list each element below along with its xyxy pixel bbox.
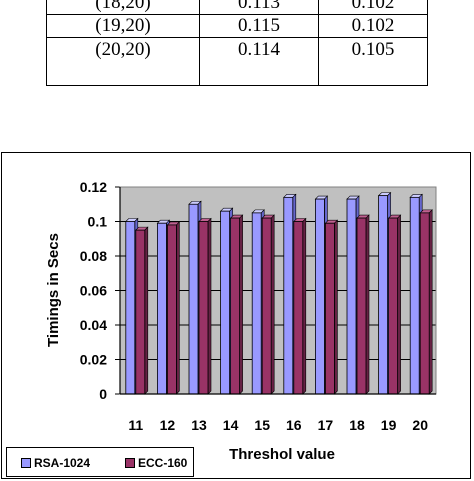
x-tick-label: 11 bbox=[128, 417, 143, 433]
x-tick-label: 19 bbox=[381, 417, 397, 433]
bar-rsa-1024 bbox=[314, 198, 325, 395]
bar-ecc-160 bbox=[293, 221, 304, 395]
legend-label-rsa: RSA-1024 bbox=[34, 456, 91, 470]
bar-rsa-1024 bbox=[220, 210, 231, 395]
x-tick-label: 13 bbox=[191, 417, 207, 433]
bar-rsa-1024 bbox=[378, 195, 389, 395]
bar-ecc-160 bbox=[135, 229, 146, 395]
bar-ecc-160 bbox=[324, 222, 335, 395]
table-cell-threshold: (20,20) bbox=[46, 37, 200, 86]
y-tick-label: 0.04 bbox=[80, 317, 107, 333]
bar-ecc-160 bbox=[419, 212, 430, 395]
y-tick-label: 0.06 bbox=[80, 283, 107, 299]
bar-rsa-1024 bbox=[251, 212, 262, 395]
table-cell-ecc: 0.105 bbox=[318, 37, 428, 86]
bar-side bbox=[207, 217, 212, 395]
table-cell-rsa: 0.114 bbox=[199, 37, 319, 86]
x-tick-label: 12 bbox=[160, 417, 176, 433]
bar-side bbox=[428, 209, 433, 395]
bar-rsa-1024 bbox=[125, 221, 136, 395]
legend-swatch-ecc bbox=[125, 458, 135, 468]
bar-ecc-160 bbox=[198, 221, 209, 395]
y-tick-label: 0.12 bbox=[80, 179, 107, 195]
y-tick-label: 0.02 bbox=[80, 352, 107, 368]
bar-side bbox=[334, 219, 338, 395]
y-tick-label: 0.1 bbox=[88, 214, 108, 230]
bar-side bbox=[176, 221, 180, 395]
bar-rsa-1024 bbox=[188, 203, 199, 395]
table-cell-rsa: 0.115 bbox=[199, 14, 319, 38]
bar-ecc-160 bbox=[356, 217, 367, 395]
legend-label-ecc: ECC-160 bbox=[138, 456, 188, 470]
bar-side bbox=[365, 214, 370, 395]
bar-ecc-160 bbox=[230, 217, 241, 395]
legend-item-rsa: RSA-1024 bbox=[21, 456, 90, 470]
x-tick-label: 17 bbox=[318, 417, 334, 433]
legend-item-ecc: ECC-160 bbox=[125, 456, 187, 470]
x-tick-label: 18 bbox=[349, 417, 365, 433]
bar-side bbox=[302, 217, 307, 395]
x-axis-label: Threshol value bbox=[229, 446, 335, 463]
bar-rsa-1024 bbox=[346, 198, 357, 395]
bar-ecc-160 bbox=[388, 217, 399, 395]
y-tick-label: 0 bbox=[99, 386, 107, 402]
x-tick-label: 15 bbox=[254, 417, 270, 433]
y-axis-label: Timings in Secs bbox=[45, 233, 62, 347]
x-tick-label: 20 bbox=[412, 417, 428, 433]
bar-side bbox=[397, 214, 401, 395]
table-row: (20,20) 0.114 0.105 bbox=[46, 37, 428, 86]
legend-swatch-rsa bbox=[21, 458, 31, 468]
results-table: (18,20) 0.113 0.102 (19,20) 0.115 0.102 (20,20… bbox=[46, 0, 428, 86]
bar-ecc-160 bbox=[261, 217, 272, 395]
bar-side bbox=[144, 226, 149, 395]
legend: RSA-1024 ECC-160 bbox=[6, 447, 194, 477]
x-tick-label: 14 bbox=[223, 417, 239, 433]
bar-side bbox=[239, 214, 243, 395]
table-cell-ecc: 0.102 bbox=[318, 14, 428, 38]
bar-ecc-160 bbox=[166, 224, 177, 395]
x-tick-label: 16 bbox=[286, 417, 302, 433]
bar-rsa-1024 bbox=[283, 196, 294, 395]
bar-side bbox=[270, 214, 275, 395]
chart-frame bbox=[1, 152, 471, 479]
table-row: (18,20) 0.113 0.102 bbox=[46, 0, 428, 15]
table-cell-ecc: 0.102 bbox=[318, 0, 428, 15]
bar-rsa-1024 bbox=[156, 222, 167, 395]
y-tick-label: 0.08 bbox=[80, 248, 107, 264]
bar-rsa-1024 bbox=[409, 196, 420, 395]
